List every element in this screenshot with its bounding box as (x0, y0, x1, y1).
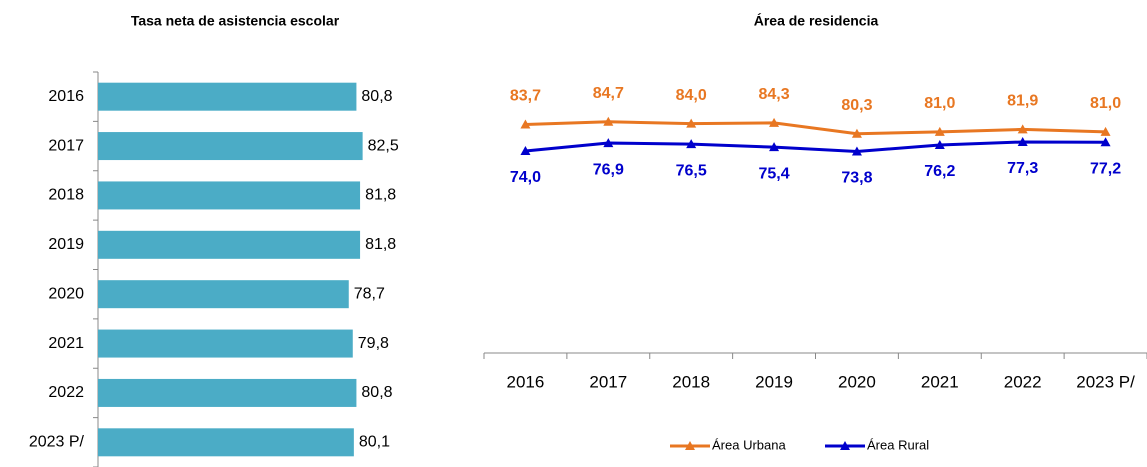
marker (851, 128, 862, 138)
value-label: 81,9 (1007, 93, 1038, 110)
value-label: 76,9 (593, 161, 624, 178)
category-label: 2019 (755, 372, 793, 391)
bar (98, 280, 349, 309)
marker (1100, 137, 1111, 147)
marker (686, 118, 697, 128)
value-label: 76,5 (676, 162, 707, 179)
category-label: 2019 (48, 236, 84, 253)
marker (934, 126, 945, 136)
value-label: 80,8 (361, 384, 392, 401)
value-label: 79,8 (358, 335, 389, 352)
marker (520, 119, 531, 129)
marker (934, 139, 945, 149)
value-label: 78,7 (354, 285, 385, 302)
bar (98, 230, 361, 259)
value-label: 73,8 (841, 170, 872, 187)
bar (98, 181, 361, 210)
marker (520, 145, 531, 155)
value-label: 84,7 (593, 85, 624, 102)
value-label: 80,3 (841, 97, 872, 114)
value-label: 77,3 (1007, 160, 1038, 177)
marker (1017, 136, 1028, 146)
bar-chart-title: Tasa neta de asistencia escolar (131, 13, 340, 29)
value-label: 77,2 (1090, 160, 1121, 177)
value-label: 81,8 (365, 236, 396, 253)
category-label: 2020 (48, 285, 84, 302)
marker (851, 146, 862, 156)
value-label: 84,0 (676, 87, 707, 104)
series-line (525, 120, 1106, 136)
value-label: 81,0 (924, 95, 955, 112)
category-label: 2017 (48, 137, 84, 154)
marker (1017, 124, 1028, 134)
category-label: 2018 (672, 372, 710, 391)
category-label: 2022 (48, 384, 84, 401)
value-label: 82,5 (368, 137, 399, 154)
value-label: 75,4 (758, 165, 789, 182)
bar (98, 428, 354, 457)
marker (686, 139, 697, 149)
bar (98, 82, 357, 111)
marker (1100, 126, 1111, 136)
category-label: 2016 (507, 372, 545, 391)
marker (769, 142, 780, 152)
category-label: 2022 (1004, 372, 1042, 391)
bar (98, 132, 363, 161)
value-label: 74,0 (510, 169, 541, 186)
value-label: 80,8 (361, 88, 392, 105)
value-label: 76,2 (924, 163, 955, 180)
category-label: 2017 (589, 372, 627, 391)
marker (603, 138, 614, 148)
category-label: 2023 P/ (1076, 372, 1135, 391)
legend-marker (685, 441, 695, 450)
marker (769, 117, 780, 127)
category-label: 2016 (48, 88, 84, 105)
value-label: 80,1 (359, 434, 390, 451)
legend-label: Área Urbana (712, 437, 786, 452)
value-label: 84,3 (758, 86, 789, 103)
series-line (525, 140, 1106, 154)
value-label: 81,0 (1090, 95, 1121, 112)
bar (98, 378, 357, 407)
line-chart-title: Área de residencia (754, 13, 879, 29)
value-label: 83,7 (510, 88, 541, 105)
legend-label: Área Rural (867, 437, 929, 452)
category-label: 2021 (48, 335, 84, 352)
category-label: 2020 (838, 372, 876, 391)
marker (603, 116, 614, 126)
legend-marker (840, 441, 850, 450)
bar (98, 329, 353, 358)
category-label: 2021 (921, 372, 959, 391)
category-label: 2023 P/ (29, 434, 85, 451)
value-label: 81,8 (365, 187, 396, 204)
category-label: 2018 (48, 187, 84, 204)
